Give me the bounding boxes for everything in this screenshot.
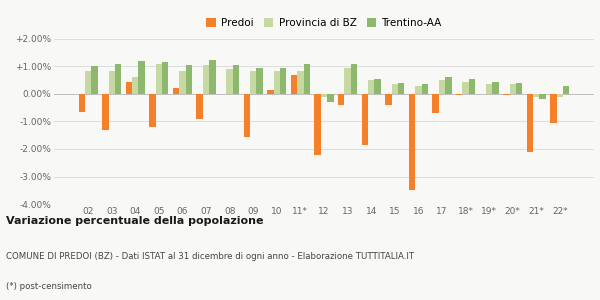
Bar	[233, 65, 239, 94]
Bar	[79, 94, 85, 112]
Bar	[304, 64, 310, 94]
Bar	[226, 69, 233, 94]
Bar	[422, 84, 428, 94]
Bar	[409, 94, 415, 190]
Bar	[327, 94, 334, 102]
Bar	[469, 79, 475, 94]
Bar	[102, 94, 109, 130]
Bar	[539, 94, 546, 100]
Bar	[256, 68, 263, 94]
Bar	[85, 70, 91, 94]
Bar	[203, 65, 209, 94]
Bar	[533, 94, 539, 97]
Bar	[250, 70, 256, 94]
Bar	[503, 94, 509, 95]
Bar	[463, 82, 469, 94]
Bar	[321, 94, 327, 97]
Bar	[439, 80, 445, 94]
Bar	[155, 64, 162, 94]
Bar	[509, 84, 516, 94]
Bar	[527, 94, 533, 152]
Bar	[274, 70, 280, 94]
Bar	[362, 94, 368, 145]
Bar	[196, 94, 203, 119]
Bar	[267, 90, 274, 94]
Bar	[280, 68, 286, 94]
Bar	[433, 94, 439, 113]
Bar	[392, 84, 398, 94]
Bar	[486, 84, 493, 94]
Bar	[351, 64, 357, 94]
Legend: Predoi, Provincia di BZ, Trentino-AA: Predoi, Provincia di BZ, Trentino-AA	[202, 14, 446, 32]
Bar	[385, 94, 392, 105]
Bar	[139, 61, 145, 94]
Bar	[557, 94, 563, 97]
Bar	[209, 60, 215, 94]
Bar	[244, 94, 250, 136]
Bar	[149, 94, 155, 127]
Bar	[132, 77, 139, 94]
Bar	[563, 86, 569, 94]
Bar	[456, 94, 463, 95]
Bar	[493, 82, 499, 94]
Bar	[126, 82, 132, 94]
Bar	[291, 75, 297, 94]
Text: (*) post-censimento: (*) post-censimento	[6, 282, 92, 291]
Bar	[115, 64, 121, 94]
Bar	[162, 62, 169, 94]
Bar	[173, 88, 179, 94]
Bar	[374, 79, 381, 94]
Bar	[398, 83, 404, 94]
Bar	[445, 77, 452, 94]
Bar	[368, 80, 374, 94]
Bar	[338, 94, 344, 105]
Bar	[344, 68, 351, 94]
Bar	[185, 65, 192, 94]
Bar	[297, 70, 304, 94]
Text: Variazione percentuale della popolazione: Variazione percentuale della popolazione	[6, 216, 263, 226]
Text: COMUNE DI PREDOI (BZ) - Dati ISTAT al 31 dicembre di ogni anno - Elaborazione TU: COMUNE DI PREDOI (BZ) - Dati ISTAT al 31…	[6, 252, 414, 261]
Bar	[550, 94, 557, 123]
Bar	[179, 70, 185, 94]
Bar	[415, 86, 422, 94]
Bar	[109, 70, 115, 94]
Bar	[314, 94, 321, 154]
Bar	[516, 83, 522, 94]
Bar	[91, 67, 98, 94]
